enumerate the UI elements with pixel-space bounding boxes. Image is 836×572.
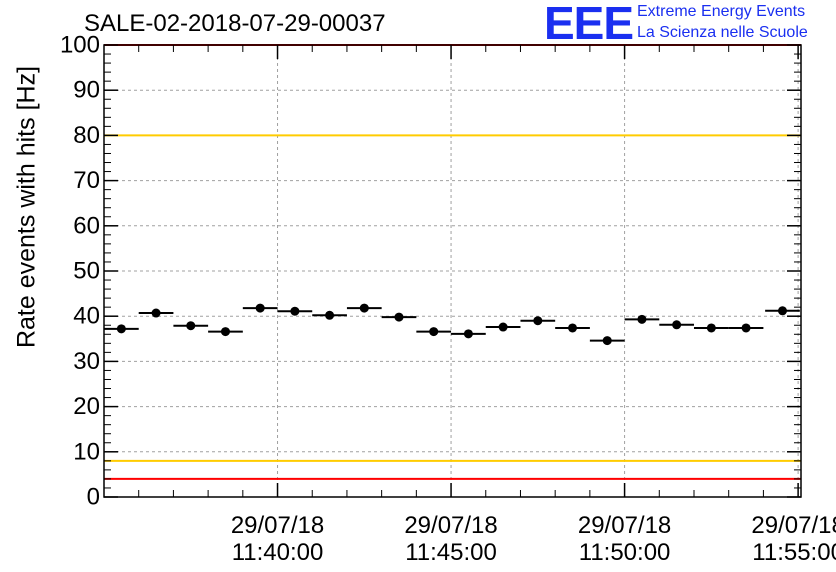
- axis-ticks: [104, 44, 801, 498]
- x-tick-label-time: 11:50:00: [579, 539, 671, 566]
- y-tick-label: 100: [60, 32, 100, 59]
- grid-lines: [104, 45, 801, 497]
- logo-text-line-1: Extreme Energy Events: [637, 3, 806, 20]
- data-point: [255, 303, 265, 313]
- data-point: [777, 306, 787, 316]
- data-point: [186, 321, 196, 331]
- data-points: [104, 303, 800, 346]
- reference-lines: [104, 44, 801, 480]
- data-point: [359, 303, 369, 313]
- x-tick-label-date: 29/07/18: [578, 512, 671, 539]
- y-tick-label: 80: [73, 122, 100, 149]
- y-tick-label: 20: [73, 393, 100, 420]
- y-tick-label: 0: [87, 484, 100, 511]
- x-tick-label-date: 29/07/18: [231, 512, 324, 539]
- eee-logo-mark: EEE: [544, 0, 634, 49]
- data-point: [637, 314, 647, 324]
- y-tick-labels: 0 10 20 30 40 50 60 70 80 90 100: [60, 32, 100, 511]
- data-point: [498, 322, 508, 332]
- data-point: [463, 329, 473, 339]
- y-tick-label: 70: [73, 167, 100, 194]
- data-point: [533, 316, 543, 326]
- y-tick-label: 40: [73, 303, 100, 330]
- data-point: [568, 323, 578, 333]
- x-tick-label-date: 29/07/18: [751, 512, 836, 539]
- y-tick-label: 30: [73, 348, 100, 375]
- data-point: [602, 336, 612, 346]
- data-point: [741, 323, 751, 333]
- x-tick-label-date: 29/07/18: [404, 512, 497, 539]
- x-tick-label-time: 11:45:00: [405, 539, 497, 566]
- chart-title: SALE-02-2018-07-29-00037: [84, 10, 386, 37]
- data-point: [394, 312, 404, 322]
- logo-text-line-2: La Scienza nelle Scuole: [637, 24, 808, 41]
- x-tick-label-time: 11:40:00: [232, 539, 324, 566]
- data-point: [116, 324, 126, 334]
- x-tick-label-time: 11:55:00: [752, 539, 836, 566]
- y-tick-label: 60: [73, 212, 100, 239]
- y-axis-title: Rate events with hits [Hz]: [13, 66, 41, 348]
- y-tick-label: 10: [73, 438, 100, 465]
- data-point: [290, 306, 300, 316]
- y-tick-label: 90: [73, 77, 100, 104]
- data-point: [429, 327, 439, 337]
- data-point: [672, 320, 682, 330]
- data-point: [706, 323, 716, 333]
- data-point: [325, 310, 335, 320]
- data-point: [220, 327, 230, 337]
- y-tick-label: 50: [73, 258, 100, 285]
- x-tick-labels: 29/07/1811:40:0029/07/1811:45:0029/07/18…: [231, 512, 836, 566]
- data-point: [151, 308, 161, 318]
